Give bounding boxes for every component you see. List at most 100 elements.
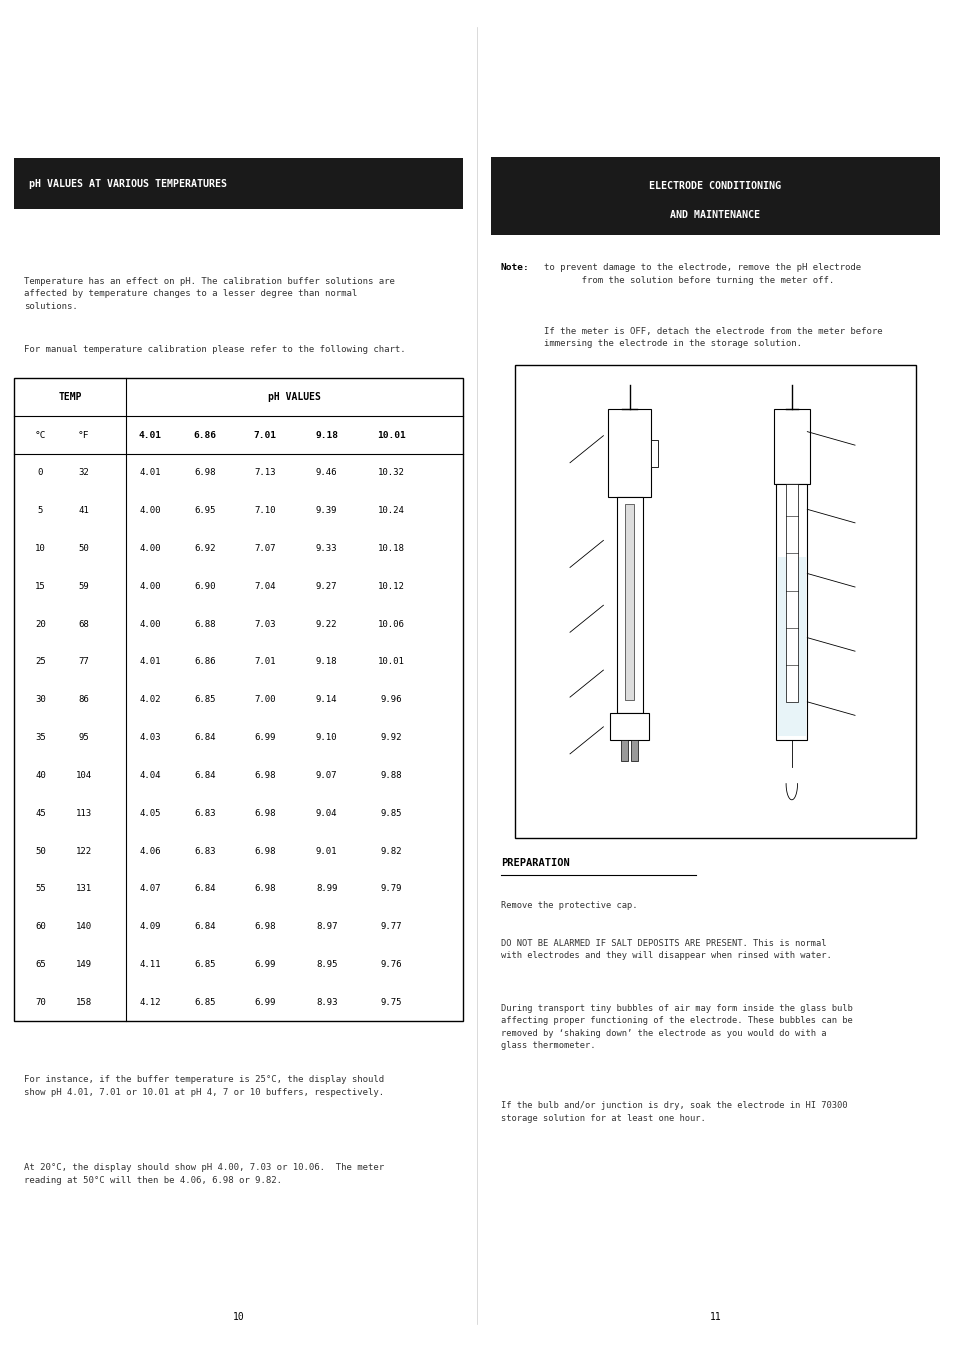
Text: 9.88: 9.88 [380,771,401,780]
Text: 6.99: 6.99 [253,961,275,969]
Text: pH VALUES AT VARIOUS TEMPERATURES: pH VALUES AT VARIOUS TEMPERATURES [29,178,227,189]
Text: 4.02: 4.02 [139,696,161,704]
Text: 131: 131 [75,885,91,893]
Text: 9.77: 9.77 [380,923,401,931]
Text: 30: 30 [35,696,46,704]
Text: 50: 50 [35,847,46,855]
Text: 9.39: 9.39 [315,507,337,515]
Text: 7.03: 7.03 [253,620,275,628]
Text: 95: 95 [78,734,89,742]
Bar [773,409,809,484]
Text: 6.83: 6.83 [194,847,215,855]
Text: AND MAINTENANCE: AND MAINTENANCE [670,211,760,220]
Text: 9.92: 9.92 [380,734,401,742]
Text: 65: 65 [35,961,46,969]
Bar [624,504,634,700]
Text: 8.95: 8.95 [315,961,337,969]
Text: 9.18: 9.18 [315,658,337,666]
Text: Temperature has an effect on pH. The calibration buffer solutions are
affected b: Temperature has an effect on pH. The cal… [24,277,395,311]
Text: 4.01: 4.01 [139,658,161,666]
Text: 32: 32 [78,469,89,477]
Text: 55: 55 [35,885,46,893]
Text: 6.86: 6.86 [194,658,215,666]
Text: 5: 5 [38,507,43,515]
Text: 6.85: 6.85 [194,998,215,1006]
Text: 40: 40 [35,771,46,780]
Text: If the bulb and/or junction is dry, soak the electrode in HI 70300
storage solut: If the bulb and/or junction is dry, soak… [500,1101,846,1123]
Text: 68: 68 [78,620,89,628]
Text: 6.98: 6.98 [253,809,275,817]
Text: 7.07: 7.07 [253,544,275,553]
Text: 70: 70 [35,998,46,1006]
Text: 7.01: 7.01 [253,658,275,666]
Bar [491,157,939,235]
Text: 9.22: 9.22 [315,620,337,628]
Bar [14,378,462,1021]
Text: 8.99: 8.99 [315,885,337,893]
Text: 140: 140 [75,923,91,931]
Text: 10.24: 10.24 [377,507,404,515]
Text: 4.06: 4.06 [139,847,161,855]
Bar [608,409,650,497]
Text: Remove the protective cap.: Remove the protective cap. [500,901,637,911]
Text: 113: 113 [75,809,91,817]
Text: 9.75: 9.75 [380,998,401,1006]
Text: 6.92: 6.92 [194,544,215,553]
Text: 9.04: 9.04 [315,809,337,817]
Text: 4.03: 4.03 [139,734,161,742]
Text: For manual temperature calibration please refer to the following chart.: For manual temperature calibration pleas… [24,345,405,354]
Bar [610,713,648,740]
Text: 4.12: 4.12 [139,998,161,1006]
Text: 8.93: 8.93 [315,998,337,1006]
Text: If the meter is OFF, detach the electrode from the meter before
immersing the el: If the meter is OFF, detach the electrod… [543,327,882,349]
Text: 6.99: 6.99 [253,734,275,742]
Text: 6.84: 6.84 [194,734,215,742]
Text: 149: 149 [75,961,91,969]
Text: 10.06: 10.06 [377,620,404,628]
Text: 9.46: 9.46 [315,469,337,477]
Text: 6.90: 6.90 [194,582,215,590]
Text: to prevent damage to the electrode, remove the pH electrode
       from the solu: to prevent damage to the electrode, remo… [543,263,860,285]
Text: 10.32: 10.32 [377,469,404,477]
Text: 7.00: 7.00 [253,696,275,704]
Text: DO NOT BE ALARMED IF SALT DEPOSITS ARE PRESENT. This is normal
with electrodes a: DO NOT BE ALARMED IF SALT DEPOSITS ARE P… [500,939,831,961]
Text: 6.85: 6.85 [194,696,215,704]
Text: 4.00: 4.00 [139,582,161,590]
Text: 4.01: 4.01 [138,431,162,439]
Text: 4.11: 4.11 [139,961,161,969]
Text: 10.01: 10.01 [377,658,404,666]
Text: 0: 0 [38,469,43,477]
Text: 4.05: 4.05 [139,809,161,817]
Text: 45: 45 [35,809,46,817]
Text: 9.76: 9.76 [380,961,401,969]
Text: 11: 11 [709,1312,720,1323]
Text: 60: 60 [35,923,46,931]
Text: 7.13: 7.13 [253,469,275,477]
Text: 9.27: 9.27 [315,582,337,590]
Text: 9.82: 9.82 [380,847,401,855]
Text: 7.10: 7.10 [253,507,275,515]
Text: 77: 77 [78,658,89,666]
Text: TEMP: TEMP [58,392,82,403]
Bar [515,365,915,838]
Text: 4.04: 4.04 [139,771,161,780]
Text: pH VALUES: pH VALUES [268,392,320,403]
Text: During transport tiny bubbles of air may form inside the glass bulb
affecting pr: During transport tiny bubbles of air may… [500,1004,852,1050]
Text: 7.04: 7.04 [253,582,275,590]
Text: 6.99: 6.99 [253,998,275,1006]
Text: 158: 158 [75,998,91,1006]
Bar [620,740,627,761]
Text: 6.84: 6.84 [194,771,215,780]
Text: 20: 20 [35,620,46,628]
Text: 25: 25 [35,658,46,666]
Text: 9.85: 9.85 [380,809,401,817]
Text: 6.95: 6.95 [194,507,215,515]
Text: 8.97: 8.97 [315,923,337,931]
Text: 6.98: 6.98 [253,923,275,931]
Text: 10.01: 10.01 [376,431,405,439]
Text: 10.18: 10.18 [377,544,404,553]
Text: ELECTRODE CONDITIONING: ELECTRODE CONDITIONING [649,181,781,192]
Text: 6.98: 6.98 [253,847,275,855]
Text: 104: 104 [75,771,91,780]
Text: °C: °C [34,431,47,439]
